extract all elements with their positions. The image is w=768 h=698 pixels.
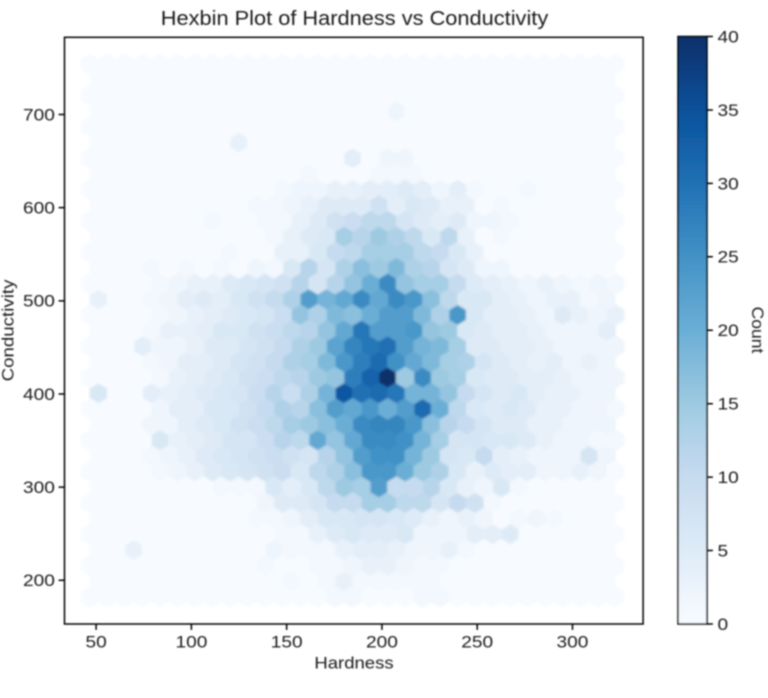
svg-text:30: 30 — [718, 174, 739, 193]
svg-text:Hardness: Hardness — [314, 653, 393, 672]
svg-text:35: 35 — [718, 101, 739, 120]
svg-text:600: 600 — [23, 199, 55, 218]
svg-text:40: 40 — [718, 28, 739, 47]
svg-text:Conductivity: Conductivity — [0, 279, 17, 381]
svg-text:400: 400 — [23, 385, 55, 404]
svg-text:700: 700 — [23, 106, 55, 125]
svg-text:15: 15 — [718, 395, 739, 414]
svg-text:200: 200 — [23, 571, 55, 590]
svg-text:250: 250 — [461, 633, 493, 652]
svg-text:300: 300 — [557, 633, 589, 652]
svg-text:0: 0 — [718, 615, 729, 634]
svg-text:200: 200 — [366, 633, 398, 652]
svg-text:Count: Count — [748, 307, 767, 354]
svg-text:50: 50 — [85, 633, 106, 652]
svg-text:100: 100 — [175, 633, 207, 652]
svg-text:25: 25 — [718, 248, 739, 267]
svg-text:300: 300 — [23, 478, 55, 497]
svg-text:Hexbin Plot of Hardness vs Con: Hexbin Plot of Hardness vs Conductivity — [161, 8, 549, 30]
svg-text:500: 500 — [23, 292, 55, 311]
svg-text:20: 20 — [718, 321, 739, 340]
svg-text:150: 150 — [271, 633, 303, 652]
svg-text:5: 5 — [718, 542, 729, 561]
svg-text:10: 10 — [718, 468, 739, 487]
